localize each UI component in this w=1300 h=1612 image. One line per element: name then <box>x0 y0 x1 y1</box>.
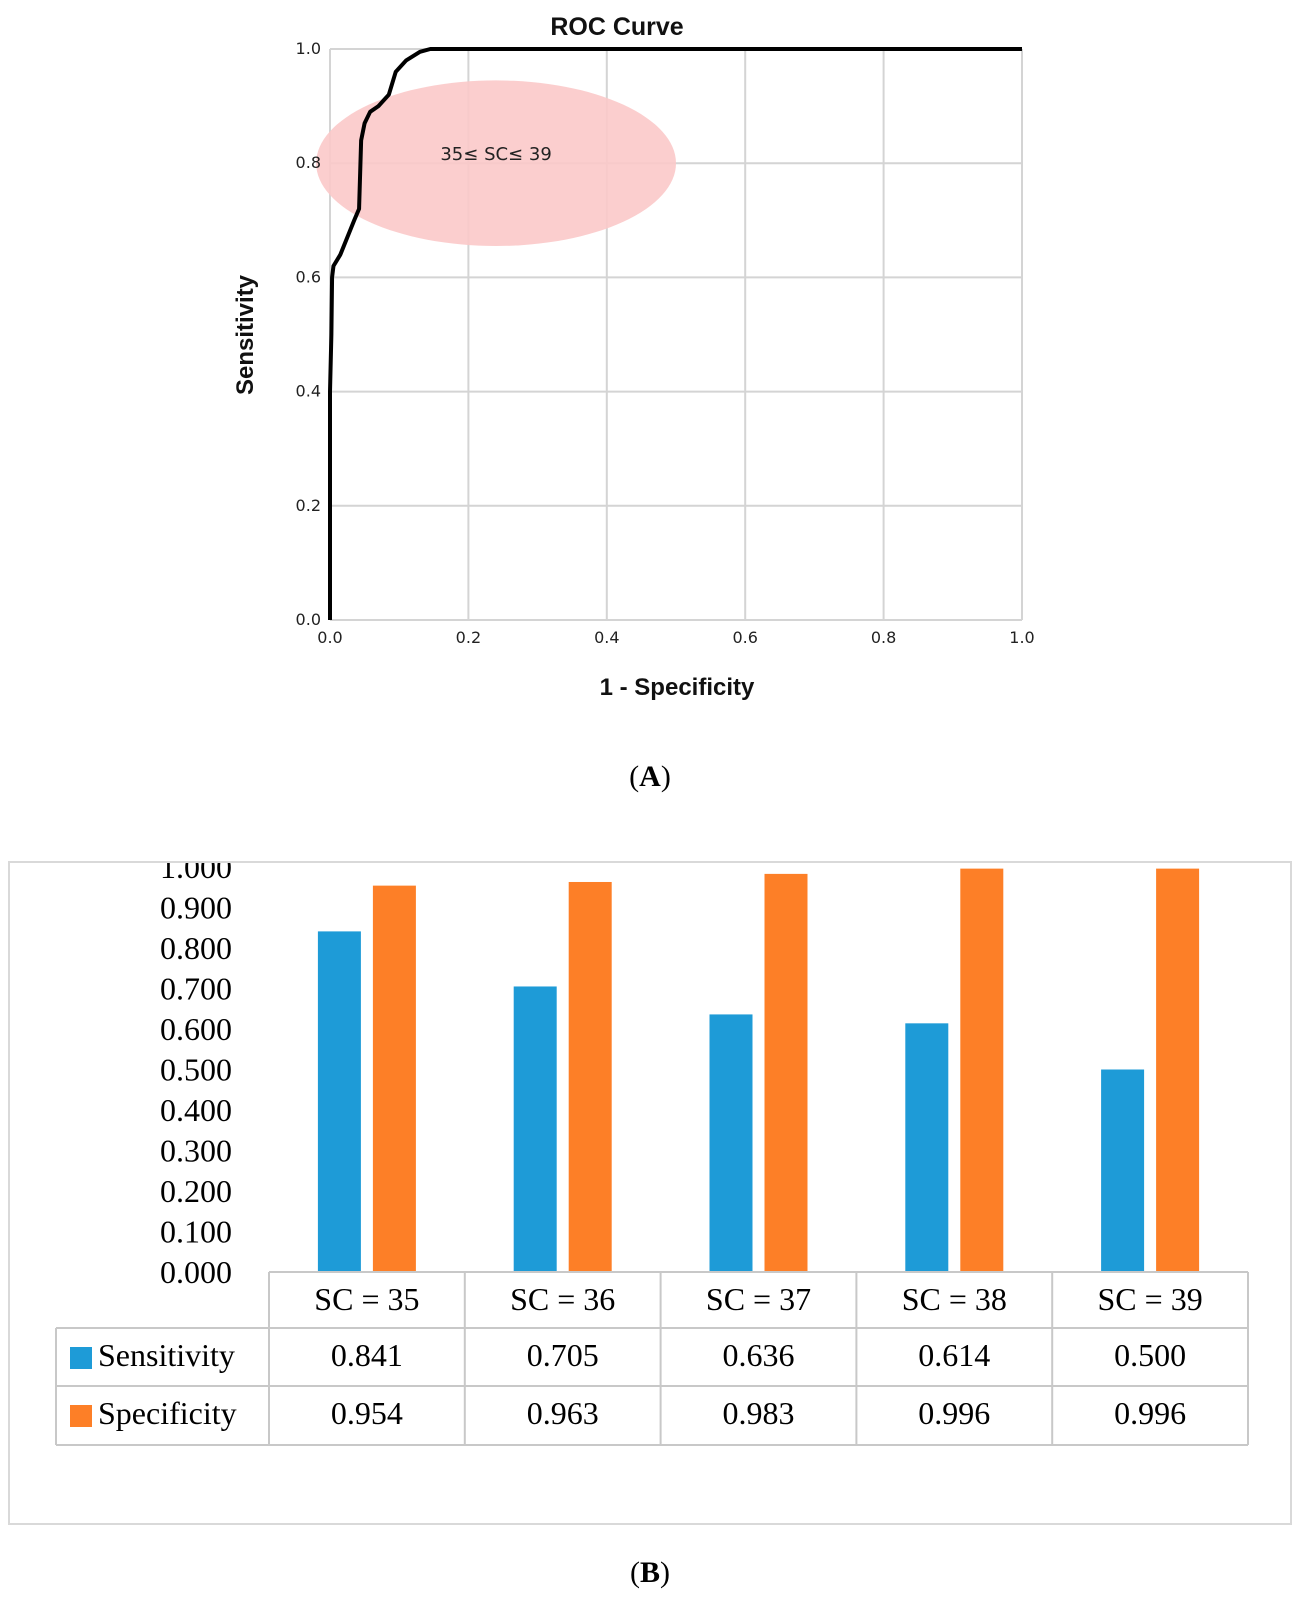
bar-specificity-2 <box>568 881 612 1272</box>
bar-sensitivity-5 <box>1101 1069 1145 1272</box>
table-value-sensitivity: 0.500 <box>1114 1337 1186 1373</box>
roc-annotation-label: 35≤ SC≤ 39 <box>440 144 551 165</box>
legend-label-sensitivity: Sensitivity <box>98 1337 235 1373</box>
roc-y-tick-label: 0.0 <box>296 610 321 629</box>
table-value-specificity: 0.954 <box>331 1395 403 1431</box>
bar-specificity-5 <box>1156 868 1200 1272</box>
bar-sensitivity-1 <box>317 931 361 1272</box>
roc-y-tick-label: 0.2 <box>296 496 321 515</box>
roc-chart: 35≤ SC≤ 39 0.0 0.2 0.4 0.6 0.8 1.0 0.0 0.2 0.4 0.6… <box>232 13 1035 701</box>
table-value-sensitivity: 0.705 <box>527 1337 599 1373</box>
table-category-label: SC = 37 <box>706 1281 811 1317</box>
bar-y-tick-label: 0.300 <box>160 1133 232 1169</box>
table-category-label: SC = 36 <box>510 1281 615 1317</box>
table-value-sensitivity: 0.636 <box>723 1337 795 1373</box>
panel-a-label: (A) <box>629 760 671 793</box>
table-value-specificity: 0.996 <box>1114 1395 1186 1431</box>
roc-x-tick-label: 0.0 <box>317 628 342 647</box>
bar-y-tick-label: 0.600 <box>160 1011 232 1047</box>
bar-specificity-3 <box>764 873 808 1272</box>
table-value-specificity: 0.983 <box>723 1395 795 1431</box>
table-value-sensitivity: 0.614 <box>918 1337 990 1373</box>
bar-sensitivity-4 <box>905 1023 949 1272</box>
table-category-label: SC = 35 <box>314 1281 419 1317</box>
roc-y-tick-label: 0.6 <box>296 267 321 286</box>
roc-x-tick-label: 0.2 <box>456 628 481 647</box>
table-category-label: SC = 38 <box>902 1281 1007 1317</box>
table-value-sensitivity: 0.841 <box>331 1337 403 1373</box>
roc-y-tick-label: 1.0 <box>296 39 321 58</box>
bar-y-tick-label: 0.000 <box>160 1254 232 1290</box>
roc-title: ROC Curve <box>550 13 683 41</box>
table-category-label: SC = 39 <box>1098 1281 1203 1317</box>
roc-y-tick-label: 0.4 <box>296 382 321 401</box>
bar-y-tick-label: 0.200 <box>160 1173 232 1209</box>
bar-y-tick-label: 1.000 <box>160 863 232 885</box>
bar-sensitivity-3 <box>709 1014 753 1272</box>
bar-y-tick-label: 0.500 <box>160 1052 232 1088</box>
roc-highlight-ellipse <box>316 80 676 246</box>
legend-swatch-specificity <box>70 1405 92 1427</box>
panel-b-label: (B) <box>629 1556 670 1589</box>
roc-curve-line <box>328 47 1022 620</box>
table-value-specificity: 0.996 <box>918 1395 990 1431</box>
bar-y-tick-label: 0.400 <box>160 1092 232 1128</box>
bar-specificity-4 <box>960 868 1004 1272</box>
roc-chart-panel: 35≤ SC≤ 39 0.0 0.2 0.4 0.6 0.8 1.0 0.0 0.2 0.4 0.6… <box>0 0 1300 760</box>
bar-sensitivity-2 <box>513 986 557 1272</box>
bar-specificity-1 <box>372 885 416 1272</box>
roc-y-tick-label: 0.8 <box>296 153 321 172</box>
bar-y-tick-label: 0.100 <box>160 1214 232 1250</box>
roc-x-tick-label: 0.6 <box>732 628 757 647</box>
roc-x-tick-label: 0.4 <box>594 628 619 647</box>
bar-chart-panel: 0.000 0.100 0.200 0.300 0.400 0.500 0.600 0.700… <box>8 861 1292 1525</box>
roc-x-axis-label: 1 - Specificity <box>600 674 755 701</box>
roc-x-tick-label: 1.0 <box>1009 628 1034 647</box>
table-value-specificity: 0.963 <box>527 1395 599 1431</box>
bar-y-tick-label: 0.800 <box>160 930 232 966</box>
bar-y-tick-label: 0.900 <box>160 890 232 926</box>
roc-x-tick-label: 0.8 <box>871 628 896 647</box>
legend-swatch-sensitivity <box>70 1347 92 1369</box>
bar-y-tick-label: 0.700 <box>160 971 232 1007</box>
legend-label-specificity: Specificity <box>98 1395 237 1431</box>
roc-y-axis-label: Sensitivity <box>232 274 259 395</box>
bar-chart: 0.000 0.100 0.200 0.300 0.400 0.500 0.600 0.700… <box>55 863 1249 1446</box>
